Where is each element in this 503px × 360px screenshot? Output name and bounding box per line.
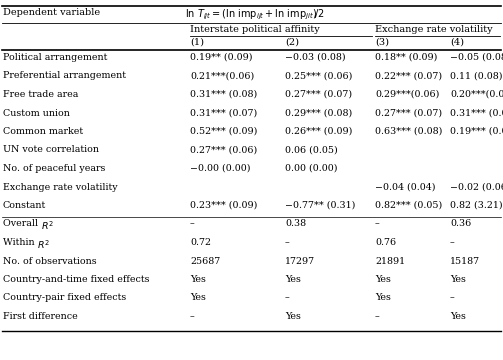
Text: –: –: [285, 238, 290, 247]
Text: 0.52*** (0.09): 0.52*** (0.09): [190, 127, 258, 136]
Text: First difference: First difference: [3, 312, 78, 321]
Text: $R^2$: $R^2$: [37, 238, 50, 251]
Text: 15187: 15187: [450, 256, 480, 266]
Text: –: –: [375, 220, 380, 229]
Text: Country-and-time fixed effects: Country-and-time fixed effects: [3, 275, 149, 284]
Text: 0.38: 0.38: [285, 220, 306, 229]
Text: Exchange rate volatility: Exchange rate volatility: [3, 183, 118, 192]
Text: Free trade area: Free trade area: [3, 90, 78, 99]
Text: −0.04 (0.04): −0.04 (0.04): [375, 183, 436, 192]
Text: 0.36: 0.36: [450, 220, 471, 229]
Text: 0.19** (0.09): 0.19** (0.09): [190, 53, 253, 62]
Text: No. of observations: No. of observations: [3, 256, 97, 266]
Text: Interstate political affinity: Interstate political affinity: [190, 25, 320, 34]
Text: 0.29***(0.06): 0.29***(0.06): [375, 90, 440, 99]
Text: −0.02 (0.06): −0.02 (0.06): [450, 183, 503, 192]
Text: Within: Within: [3, 238, 38, 247]
Text: $R^2$: $R^2$: [41, 220, 54, 232]
Text: $\ln\, T_{ijt} = \left(\ln\, \mathrm{imp}_{ijt} + \ln\, \mathrm{imp}_{jit}\right: $\ln\, T_{ijt} = \left(\ln\, \mathrm{imp…: [185, 8, 324, 22]
Text: –: –: [450, 238, 455, 247]
Text: (1): (1): [190, 38, 204, 47]
Text: 0.76: 0.76: [375, 238, 396, 247]
Text: UN vote correlation: UN vote correlation: [3, 145, 99, 154]
Text: Common market: Common market: [3, 127, 83, 136]
Text: (2): (2): [285, 38, 299, 47]
Text: (3): (3): [375, 38, 389, 47]
Text: Constant: Constant: [3, 201, 46, 210]
Text: 0.63*** (0.08): 0.63*** (0.08): [375, 127, 442, 136]
Text: Custom union: Custom union: [3, 108, 70, 117]
Text: –: –: [450, 293, 455, 302]
Text: Yes: Yes: [450, 275, 466, 284]
Text: 0.06 (0.05): 0.06 (0.05): [285, 145, 338, 154]
Text: 25687: 25687: [190, 256, 220, 266]
Text: Country-pair fixed effects: Country-pair fixed effects: [3, 293, 126, 302]
Text: Preferential arrangement: Preferential arrangement: [3, 72, 126, 81]
Text: 0.23*** (0.09): 0.23*** (0.09): [190, 201, 258, 210]
Text: No. of peaceful years: No. of peaceful years: [3, 164, 105, 173]
Text: 0.25*** (0.06): 0.25*** (0.06): [285, 72, 353, 81]
Text: 17297: 17297: [285, 256, 315, 266]
Text: –: –: [190, 312, 195, 321]
Text: –: –: [285, 293, 290, 302]
Text: 0.82 (3.21): 0.82 (3.21): [450, 201, 502, 210]
Text: 0.26*** (0.09): 0.26*** (0.09): [285, 127, 353, 136]
Text: 0.11 (0.08): 0.11 (0.08): [450, 72, 502, 81]
Text: 0.31*** (0.08): 0.31*** (0.08): [190, 90, 257, 99]
Text: 0.27*** (0.07): 0.27*** (0.07): [375, 108, 442, 117]
Text: Yes: Yes: [375, 293, 391, 302]
Text: –: –: [375, 312, 380, 321]
Text: Yes: Yes: [190, 275, 206, 284]
Text: 21891: 21891: [375, 256, 405, 266]
Text: 0.27*** (0.06): 0.27*** (0.06): [190, 145, 257, 154]
Text: 0.19*** (0.08): 0.19*** (0.08): [450, 127, 503, 136]
Text: −0.03 (0.08): −0.03 (0.08): [285, 53, 346, 62]
Text: Exchange rate volatility: Exchange rate volatility: [375, 25, 492, 34]
Text: 0.18** (0.09): 0.18** (0.09): [375, 53, 438, 62]
Text: 0.82*** (0.05): 0.82*** (0.05): [375, 201, 442, 210]
Text: 0.21***(0.06): 0.21***(0.06): [190, 72, 254, 81]
Text: 0.29*** (0.08): 0.29*** (0.08): [285, 108, 352, 117]
Text: −0.00 (0.00): −0.00 (0.00): [190, 164, 250, 173]
Text: −0.77** (0.31): −0.77** (0.31): [285, 201, 356, 210]
Text: Yes: Yes: [285, 312, 301, 321]
Text: Political arrangement: Political arrangement: [3, 53, 107, 62]
Text: Dependent variable: Dependent variable: [3, 8, 100, 17]
Text: 0.31*** (0.07): 0.31*** (0.07): [450, 108, 503, 117]
Text: Yes: Yes: [375, 275, 391, 284]
Text: Yes: Yes: [285, 275, 301, 284]
Text: 0.72: 0.72: [190, 238, 211, 247]
Text: 0.20***(0.05): 0.20***(0.05): [450, 90, 503, 99]
Text: 0.27*** (0.07): 0.27*** (0.07): [285, 90, 352, 99]
Text: –: –: [190, 220, 195, 229]
Text: −0.05 (0.08): −0.05 (0.08): [450, 53, 503, 62]
Text: Overall: Overall: [3, 220, 41, 229]
Text: Yes: Yes: [190, 293, 206, 302]
Text: 0.00 (0.00): 0.00 (0.00): [285, 164, 338, 173]
Text: Yes: Yes: [450, 312, 466, 321]
Text: 0.22*** (0.07): 0.22*** (0.07): [375, 72, 442, 81]
Text: 0.31*** (0.07): 0.31*** (0.07): [190, 108, 257, 117]
Text: (4): (4): [450, 38, 464, 47]
